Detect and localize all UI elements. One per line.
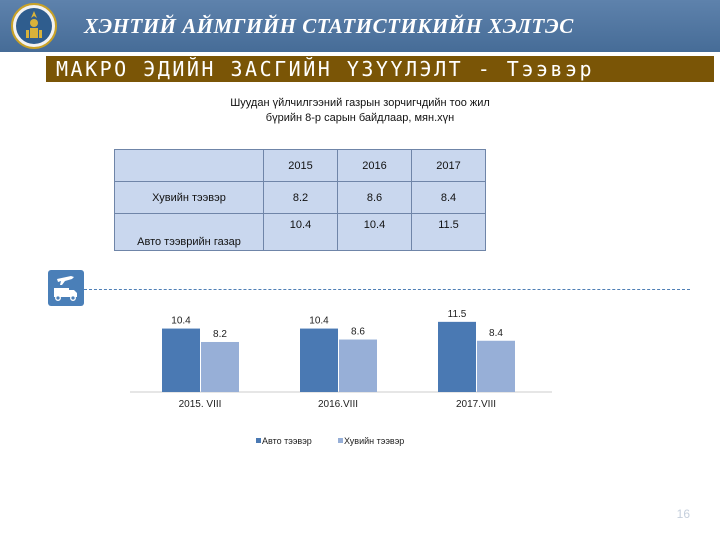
truck-plane-icon: [48, 270, 84, 306]
table-cell: 10.4: [337, 213, 412, 251]
bar: [300, 328, 338, 392]
table-cell: 11.5: [411, 213, 486, 251]
table-header-cell: 2016: [337, 149, 412, 182]
table-cell: 8.6: [337, 181, 412, 214]
table-header-row: 2015 2016 2017: [114, 149, 486, 182]
header-title: ХЭНТИЙ АЙМГИЙН СТАТИСТИКИЙН ХЭЛТЭС: [84, 14, 574, 38]
header-bar: ХЭНТИЙ АЙМГИЙН СТАТИСТИКИЙН ХЭЛТЭС: [0, 0, 720, 52]
truck-plane-icon-graphic: [54, 276, 77, 301]
data-label: 10.4: [309, 316, 329, 327]
legend-label: Авто тээвэр: [262, 436, 312, 446]
data-label: 11.5: [448, 309, 467, 320]
table-subtitle: Шуудан үйлчилгээний газрын зорчигчдийн т…: [150, 96, 570, 126]
table-header-cell: 2017: [411, 149, 486, 182]
subtitle-line-2: бүрийн 8-р сарын байдлаар, мян.хүн: [265, 112, 455, 124]
table-row-label: Авто тээврийн газар: [114, 213, 264, 251]
legend-label: Хувийн тээвэр: [344, 436, 404, 446]
bar: [477, 340, 515, 392]
data-label: 8.2: [213, 329, 227, 340]
table-row: Авто тээврийн газар 10.4 10.4 11.5: [114, 213, 486, 251]
page-number: 16: [676, 507, 690, 521]
table-cell: 10.4: [263, 213, 338, 251]
legend-swatch: [338, 438, 343, 443]
legend-swatch: [256, 438, 261, 443]
bar: [201, 341, 239, 392]
emblem-logo: [11, 3, 57, 49]
table-row-label: Хувийн тээвэр: [114, 181, 264, 214]
bar-chart: 10.4 8.2 2015. VIII 10.4 8.6 2016.VIII 11.5 8.4…: [130, 309, 552, 446]
data-label: 8.4: [489, 328, 503, 339]
subtitle-line-1: Шуудан үйлчилгээний газрын зорчигчдийн т…: [230, 97, 490, 109]
bar: [438, 321, 476, 392]
data-label: 10.4: [171, 316, 191, 327]
banner-title: МАКРО ЭДИЙН ЗАСГИЙН ҮЗҮҮЛЭЛТ - Тээвэр: [56, 57, 595, 81]
x-tick-label: 2016.VIII: [318, 399, 358, 410]
table-corner-cell: [114, 149, 264, 182]
data-label: 8.6: [351, 327, 365, 338]
data-table: 2015 2016 2017 Хувийн тээвэр 8.2 8.6 8.4…: [114, 149, 486, 251]
bar: [162, 328, 200, 392]
table-row: Хувийн тээвэр 8.2 8.6 8.4: [114, 181, 486, 214]
section-banner: МАКРО ЭДИЙН ЗАСГИЙН ҮЗҮҮЛЭЛТ - Тээвэр: [46, 56, 714, 82]
table-header-cell: 2015: [263, 149, 338, 182]
dashed-divider: [84, 289, 690, 290]
table-cell: 8.4: [411, 181, 486, 214]
bar: [339, 339, 377, 392]
x-tick-label: 2017.VIII: [456, 399, 496, 410]
x-tick-label: 2015. VIII: [179, 399, 222, 410]
table-cell: 8.2: [263, 181, 338, 214]
